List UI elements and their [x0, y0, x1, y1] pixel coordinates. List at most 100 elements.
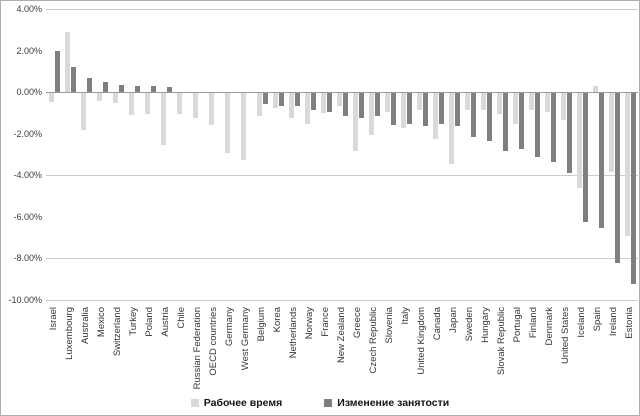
bar-working_time: [608, 93, 614, 173]
bar-employment_change: [294, 93, 300, 106]
legend-label-employment-change: Изменение занятости: [337, 397, 450, 409]
bar-working_time: [480, 93, 486, 110]
bar-employment_change: [70, 67, 76, 93]
bar-working_time: [272, 93, 278, 108]
bar-employment_change: [310, 93, 316, 110]
bar-working_time: [512, 93, 518, 125]
bar-working_time: [576, 93, 582, 188]
x-axis-category-label: Ireland: [608, 307, 619, 337]
bar-working_time: [592, 85, 598, 93]
bar-employment_change: [166, 86, 172, 93]
bar-working_time: [224, 93, 230, 154]
x-axis-category-label: Finland: [528, 307, 539, 339]
zero-axis-line: [46, 92, 638, 94]
bar-employment_change: [486, 93, 492, 141]
legend-label-working-time: Рабочее время: [203, 397, 283, 409]
gridline: [46, 300, 638, 301]
bar-employment_change: [358, 93, 364, 118]
bar-employment_change: [102, 81, 108, 93]
x-axis-category-label: France: [320, 307, 331, 337]
bar-employment_change: [598, 93, 604, 229]
x-axis-category-label: Spain: [592, 307, 603, 332]
bar-working_time: [288, 93, 294, 118]
x-axis-category-label: Denmark: [544, 307, 555, 346]
x-axis-category-label: West Germany: [240, 307, 251, 371]
y-axis-tick-label: 0.00%: [16, 87, 42, 98]
x-axis-category-label: Norway: [304, 307, 315, 340]
bar-working_time: [496, 93, 502, 114]
x-axis-category-label: United States: [560, 307, 571, 365]
x-axis-category-label: Poland: [144, 307, 155, 337]
bar-employment_change: [406, 93, 412, 125]
x-axis-category-label: Iceland: [576, 307, 587, 338]
bar-working_time: [544, 93, 550, 112]
bar-working_time: [624, 93, 630, 237]
x-axis-category-label: Canada: [432, 307, 443, 341]
bar-working_time: [400, 93, 406, 129]
bar-employment_change: [630, 93, 636, 285]
x-axis-category-label: Netherlands: [288, 307, 299, 359]
bar-employment_change: [262, 93, 268, 105]
x-axis-category-label: Belgium: [256, 307, 267, 342]
x-axis-category-label: Turkey: [128, 307, 139, 336]
y-axis-tick-label: 2.00%: [16, 45, 42, 56]
bar-employment_change: [518, 93, 524, 150]
legend-item-working-time: Рабочее время: [190, 397, 283, 409]
bar-employment_change: [118, 84, 124, 93]
x-axis-category-label: Israel: [48, 307, 59, 331]
bar-working_time: [208, 93, 214, 126]
bar-working_time: [384, 93, 390, 112]
bar-employment_change: [582, 93, 588, 222]
bar-employment_change: [438, 93, 444, 125]
bar-working_time: [320, 93, 326, 113]
bar-working_time: [368, 93, 374, 135]
y-axis-tick-label: 4.00%: [16, 4, 42, 14]
legend-swatch-employment-change: [324, 399, 333, 407]
x-axis-category-label: Germany: [224, 307, 235, 347]
x-axis-category-label: Russian Federation: [192, 307, 203, 390]
bar-employment_change: [390, 93, 396, 126]
bar-employment_change: [342, 93, 348, 116]
x-axis-category-label: Sweden: [464, 307, 475, 342]
bar-employment_change: [454, 93, 460, 127]
x-axis-category-label: Korea: [272, 307, 283, 333]
bar-employment_change: [534, 93, 540, 158]
x-axis-category-label: Estonia: [624, 307, 635, 339]
bar-working_time: [144, 93, 150, 114]
x-axis-category-label: Greece: [352, 307, 363, 339]
bar-employment_change: [374, 93, 380, 116]
y-axis-tick-label: -4.00%: [13, 170, 42, 181]
bar-employment_change: [422, 93, 428, 127]
bar-employment_change: [470, 93, 476, 137]
x-axis-category-label: Czech Republic: [368, 307, 379, 374]
bar-working_time: [48, 93, 54, 103]
bar-employment_change: [566, 93, 572, 174]
bar-working_time: [336, 93, 342, 106]
x-axis-category-label: OECD countries: [208, 307, 219, 376]
bar-working_time: [304, 93, 310, 125]
bar-working_time: [256, 93, 262, 116]
x-axis-category-label: Slovak Republic: [496, 307, 507, 376]
gridline: [46, 258, 638, 260]
bar-employment_change: [278, 93, 284, 106]
x-axis-category-label: Switzerland: [112, 307, 123, 357]
bar-working_time: [464, 93, 470, 110]
bar-working_time: [128, 93, 134, 115]
gridline: [46, 175, 638, 177]
x-axis-category-label: Australia: [80, 307, 91, 344]
bar-working_time: [416, 93, 422, 110]
bar-employment_change: [326, 93, 332, 112]
bar-working_time: [240, 93, 246, 160]
bar-employment_change: [502, 93, 508, 152]
bar-employment_change: [150, 85, 156, 93]
bar-working_time: [64, 31, 70, 93]
x-axis-category-label: United Kingdom: [416, 307, 427, 375]
x-axis-category-label: Slovenia: [384, 307, 395, 344]
bar-working_time: [448, 93, 454, 164]
legend-item-employment-change: Изменение занятости: [324, 397, 449, 409]
bar-employment_change: [614, 93, 620, 264]
x-axis-category-label: Luxembourg: [64, 307, 75, 360]
y-axis-tick-label: -10.00%: [8, 295, 42, 305]
y-axis-tick-label: -8.00%: [13, 253, 42, 264]
